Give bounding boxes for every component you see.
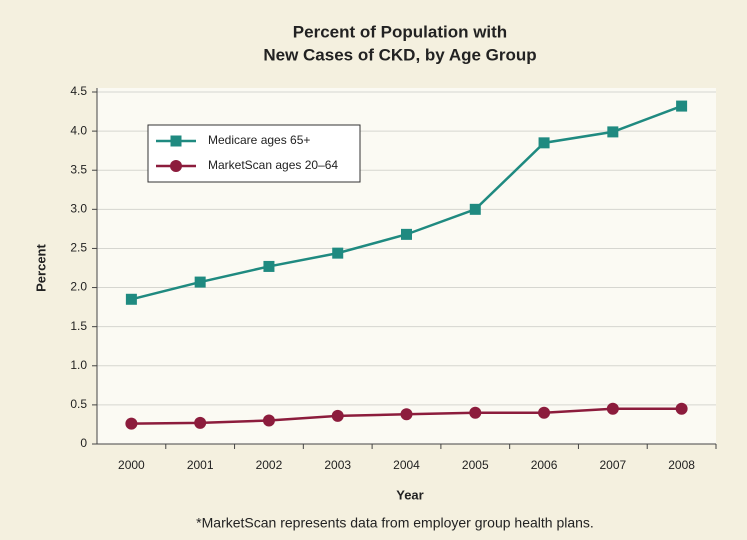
marker [606,402,619,415]
marker [263,260,275,272]
chart-title: New Cases of CKD, by Age Group [263,45,536,64]
legend-marker [170,160,182,172]
marker [331,409,344,422]
marker [607,126,619,138]
legend-label: Medicare ages 65+ [208,133,310,147]
marker [401,228,412,240]
x-tick-label: 2003 [324,458,351,472]
y-tick-label: 1.0 [70,358,87,372]
marker [332,247,344,259]
y-tick-label: 2.0 [70,280,87,294]
y-tick-label: 4.5 [70,84,87,98]
x-tick-label: 2007 [599,458,626,472]
x-tick-label: 2001 [187,458,214,472]
x-tick-label: 2002 [256,458,283,472]
footnote: *MarketScan represents data from employe… [196,515,594,531]
x-tick-label: 2000 [118,458,145,472]
legend-box [147,124,361,183]
marker [676,100,688,112]
legend-marker [170,135,182,147]
y-tick-label: 1.5 [70,319,87,333]
marker [538,406,551,419]
marker [262,414,275,427]
marker [194,416,207,429]
y-tick-label: 3.0 [70,202,87,216]
marker [538,137,550,149]
y-tick-label: 2.5 [70,241,87,255]
y-tick-label: 0 [80,436,87,450]
marker [125,417,138,430]
x-tick-label: 2008 [668,458,695,472]
y-tick-label: 0.5 [70,397,87,411]
marker [469,406,482,419]
y-tick-label: 3.5 [70,162,87,176]
marker [400,408,413,421]
legend-label: MarketScan ages 20–64 [208,158,338,172]
chart-title: Percent of Population with [293,22,507,41]
marker [194,276,206,288]
x-tick-label: 2006 [531,458,558,472]
x-tick-label: 2005 [462,458,489,472]
y-axis-label: Percent [33,243,48,291]
x-tick-label: 2004 [393,458,420,472]
marker [125,293,137,305]
y-tick-label: 4.0 [70,123,87,137]
marker [469,203,481,215]
marker [675,402,688,415]
x-axis-label: Year [396,487,423,502]
